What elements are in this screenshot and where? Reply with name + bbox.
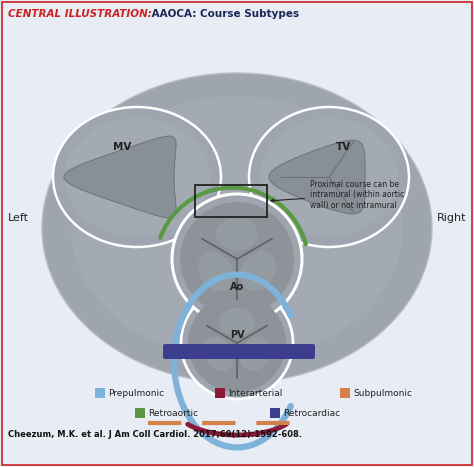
Text: TV: TV	[337, 142, 352, 152]
Ellipse shape	[261, 118, 398, 236]
Ellipse shape	[172, 194, 302, 324]
Bar	[135, 408, 145, 418]
Bar	[340, 388, 350, 398]
Text: Interarterial: Interarterial	[228, 389, 283, 397]
Polygon shape	[64, 136, 176, 218]
Text: Prepulmonic: Prepulmonic	[108, 389, 164, 397]
Ellipse shape	[71, 96, 403, 360]
Text: Cheezum, M.K. et al. J Am Coll Cardiol. 2017;69(12):1592-608.: Cheezum, M.K. et al. J Am Coll Cardiol. …	[8, 430, 302, 439]
Polygon shape	[269, 140, 365, 214]
Ellipse shape	[249, 107, 409, 247]
FancyBboxPatch shape	[163, 344, 315, 359]
Text: PV: PV	[230, 330, 244, 340]
Ellipse shape	[180, 202, 294, 316]
Ellipse shape	[188, 294, 286, 392]
Ellipse shape	[181, 287, 293, 399]
Bar	[215, 388, 225, 398]
Ellipse shape	[42, 73, 432, 383]
Text: Retrocardiac: Retrocardiac	[283, 409, 340, 417]
Text: CENTRAL ILLUSTRATION:: CENTRAL ILLUSTRATION:	[8, 9, 152, 19]
Ellipse shape	[53, 107, 221, 247]
Text: Right: Right	[437, 213, 466, 223]
Ellipse shape	[203, 336, 234, 371]
Text: Subpulmonic: Subpulmonic	[353, 389, 412, 397]
Text: Retroaortic: Retroaortic	[148, 409, 198, 417]
Text: Proximal course can be
intramural (within aortic
wall) or not intramural: Proximal course can be intramural (withi…	[271, 180, 404, 210]
Bar	[95, 388, 105, 398]
Text: Left: Left	[8, 213, 29, 223]
Ellipse shape	[219, 308, 255, 336]
Text: Ao: Ao	[230, 282, 244, 292]
Bar	[270, 408, 280, 418]
Ellipse shape	[64, 118, 210, 236]
Bar	[195, 185, 267, 217]
Ellipse shape	[241, 251, 276, 291]
Text: MV: MV	[113, 142, 131, 152]
Ellipse shape	[240, 336, 271, 371]
Ellipse shape	[198, 251, 233, 291]
Text: AAOCA: Course Subtypes: AAOCA: Course Subtypes	[148, 9, 299, 19]
Bar	[2, 2, 472, 24]
Ellipse shape	[216, 218, 258, 251]
